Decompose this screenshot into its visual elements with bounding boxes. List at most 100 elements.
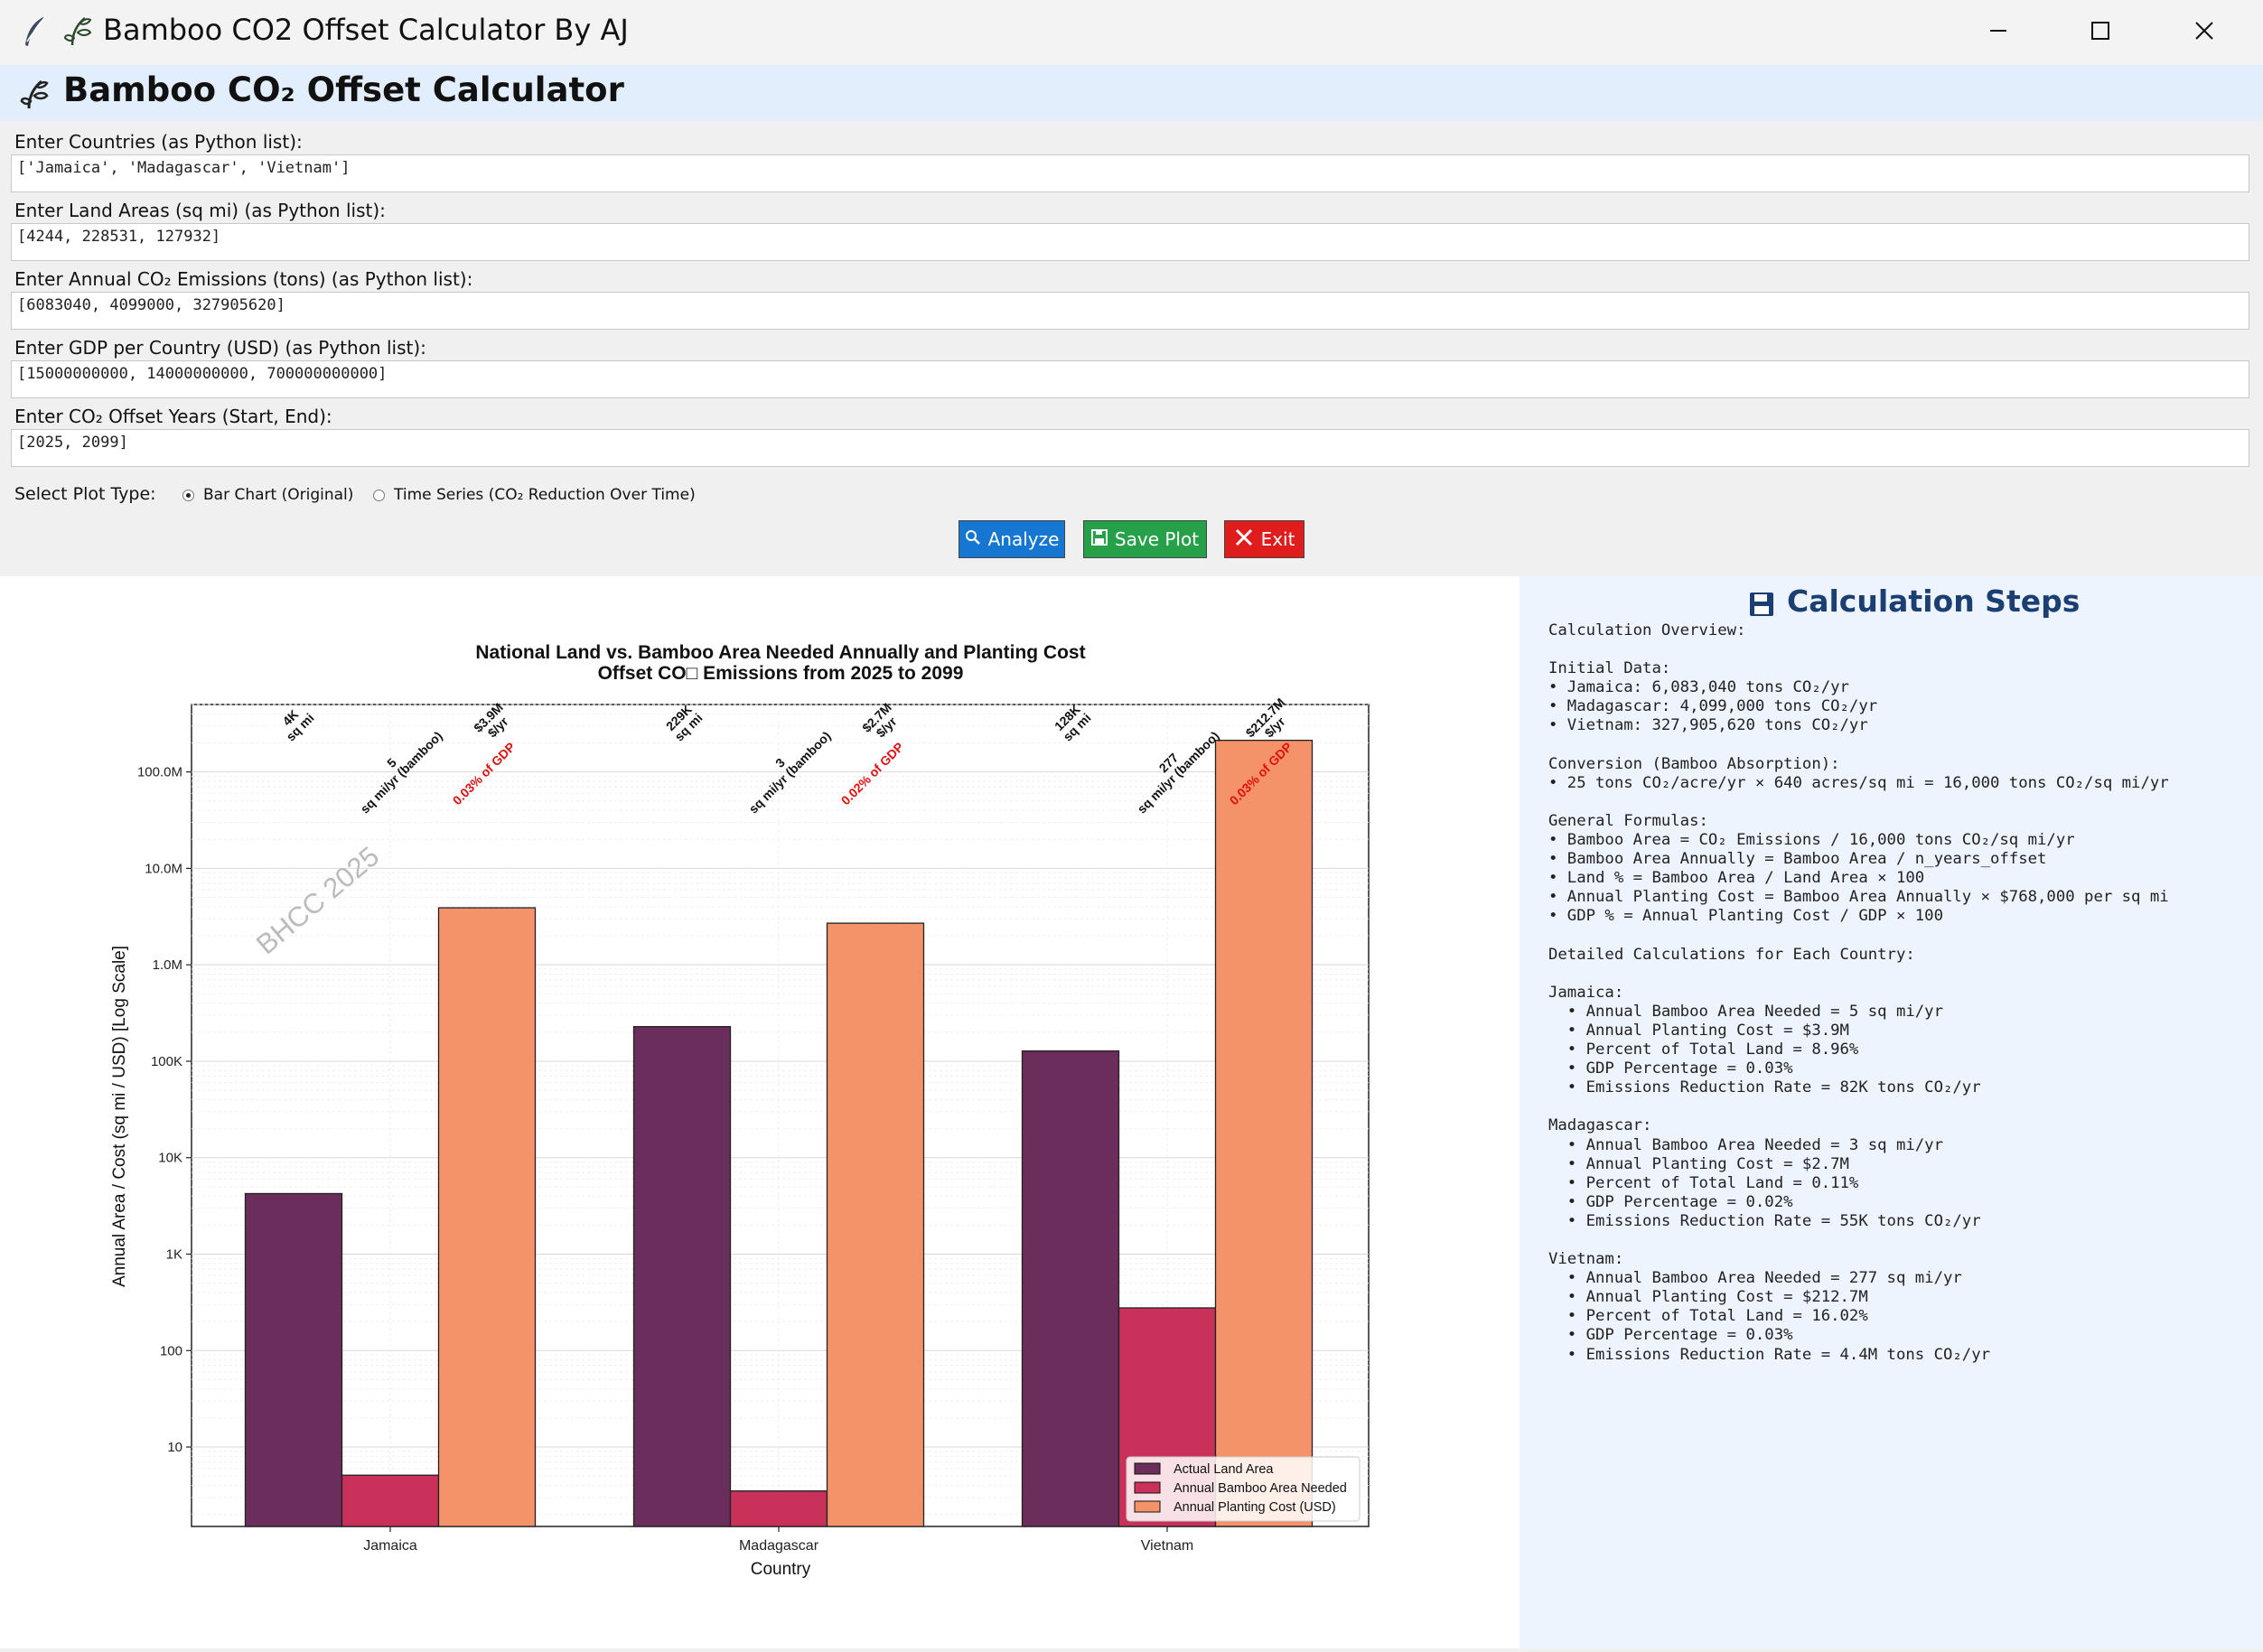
- steps-line: Vietnam:: [1548, 1250, 1624, 1269]
- steps-line: • Bamboo Area = CO₂ Emissions / 16,000 t…: [1548, 831, 2075, 850]
- steps-line: [1548, 640, 2169, 659]
- floppy-disk-icon: [1749, 592, 1774, 621]
- steps-line: • Emissions Reduction Rate = 82K tons CO…: [1548, 1078, 1981, 1097]
- steps-line: [1548, 736, 2169, 755]
- chart-title: National Land vs. Bamboo Area Needed Ann…: [475, 642, 1085, 663]
- steps-line: • GDP % = Annual Planting Cost / GDP × 1…: [1548, 907, 1943, 926]
- legend-swatch-land: [1134, 1462, 1161, 1475]
- steps-line: [1548, 1231, 2169, 1250]
- x-axis-label: Country: [751, 1560, 811, 1579]
- steps-line: [1548, 965, 2169, 984]
- bar-bamboo: [729, 1490, 828, 1527]
- bars-group: [244, 739, 1314, 1527]
- y-axis-label: Annual Area / Cost (sq mi / USD) [Log Sc…: [110, 946, 129, 1287]
- steps-line: • Percent of Total Land = 8.96%: [1548, 1041, 1859, 1059]
- plant-icon: [20, 78, 51, 114]
- steps-line: • Annual Bamboo Area Needed = 277 sq mi/…: [1548, 1269, 1962, 1288]
- steps-line: Madagascar:: [1548, 1116, 1652, 1135]
- y-tick-label: 10: [167, 1440, 182, 1455]
- legend-label-land: Actual Land Area: [1174, 1462, 1274, 1477]
- steps-line: • Land % = Bamboo Area / Land Area × 100: [1548, 869, 1925, 888]
- y-tick-label: 100K: [151, 1054, 182, 1069]
- steps-line: • Percent of Total Land = 16.02%: [1548, 1307, 1868, 1326]
- maximize-icon: [2090, 21, 2110, 44]
- bar-land: [632, 1025, 732, 1527]
- steps-line: • Annual Planting Cost = Bamboo Area Ann…: [1548, 888, 2169, 907]
- plant-icon: [63, 14, 94, 51]
- years-input[interactable]: [2025, 2099]: [11, 429, 2249, 467]
- analyze-label: Analyze: [987, 528, 1060, 550]
- bar-cost: [1214, 739, 1314, 1527]
- steps-line: • Annual Bamboo Area Needed = 5 sq mi/yr: [1548, 1002, 1943, 1021]
- x-tick-label: Madagascar: [739, 1538, 819, 1554]
- steps-line: • Jamaica: 6,083,040 tons CO₂/yr: [1548, 678, 1849, 697]
- bar-land: [244, 1192, 343, 1527]
- maximize-button[interactable]: [2051, 0, 2150, 65]
- magnifier-icon: [965, 528, 981, 550]
- y-tick-label: 10.0M: [145, 861, 182, 876]
- steps-line: Initial Data:: [1548, 659, 1671, 678]
- steps-line: • GDP Percentage = 0.03%: [1548, 1059, 1793, 1078]
- countries-input[interactable]: ['Jamaica', 'Madagascar', 'Vietnam']: [11, 154, 2249, 192]
- radio-unselected-icon: [373, 489, 385, 501]
- steps-line: • Vietnam: 327,905,620 tons CO₂/yr: [1548, 716, 1868, 735]
- countries-label: Enter Countries (as Python list):: [14, 131, 303, 153]
- steps-line: Calculation Overview:: [1548, 621, 1746, 639]
- bar-cost: [826, 922, 925, 1527]
- y-tick-label: 1.0M: [153, 957, 182, 973]
- years-label: Enter CO₂ Offset Years (Start, End):: [14, 406, 332, 427]
- y-tick-label: 10K: [158, 1151, 182, 1166]
- exit-button[interactable]: Exit: [1224, 520, 1304, 558]
- steps-line: [1548, 927, 2169, 946]
- land-areas-label: Enter Land Areas (sq mi) (as Python list…: [14, 200, 386, 221]
- steps-line: • GDP Percentage = 0.02%: [1548, 1192, 1793, 1211]
- emissions-input[interactable]: [6083040, 4099000, 327905620]: [11, 292, 2249, 330]
- bar-land: [1021, 1050, 1120, 1527]
- page-title: Bamboo CO₂ Offset Calculator: [63, 70, 624, 109]
- bar-chart: 10 100 1K 10K 100K 1.0M 10.0M 100.0M Jamaica Mad…: [110, 642, 1370, 1579]
- steps-line: Jamaica:: [1548, 983, 1624, 1002]
- minimize-icon: [1988, 21, 2008, 44]
- radio-selected-icon: [182, 489, 194, 501]
- plot-canvas: 10 100 1K 10K 100K 1.0M 10.0M 100.0M Jamaica Mad…: [0, 576, 1520, 1648]
- save-plot-label: Save Plot: [1114, 528, 1200, 550]
- calculation-steps-panel: Calculation Steps Calculation Overview: …: [1520, 576, 2263, 1648]
- exit-label: Exit: [1260, 528, 1295, 550]
- save-plot-button[interactable]: Save Plot: [1083, 520, 1207, 558]
- title-bar: Bamboo CO2 Offset Calculator By AJ: [0, 0, 2263, 66]
- legend-swatch-bamboo: [1134, 1481, 1161, 1494]
- minimize-button[interactable]: [1949, 0, 2048, 65]
- bar-bamboo: [341, 1474, 440, 1527]
- steps-line: • Annual Bamboo Area Needed = 3 sq mi/yr: [1548, 1135, 1943, 1154]
- app-header: Bamboo CO₂ Offset Calculator: [0, 65, 2263, 121]
- legend-label-bamboo: Annual Bamboo Area Needed: [1174, 1481, 1347, 1496]
- analyze-button[interactable]: Analyze: [959, 520, 1065, 558]
- steps-line: • GDP Percentage = 0.03%: [1548, 1326, 1793, 1345]
- x-tick-label: Vietnam: [1141, 1538, 1193, 1554]
- legend: Actual Land Area Annual Bamboo Area Need…: [1126, 1456, 1361, 1522]
- close-icon: [2193, 20, 2215, 45]
- y-tick-label: 100: [160, 1343, 182, 1358]
- steps-line: • Emissions Reduction Rate = 4.4M tons C…: [1548, 1345, 1990, 1364]
- radio-time-series[interactable]: Time Series (CO₂ Reduction Over Time): [373, 486, 696, 504]
- steps-line: • Emissions Reduction Rate = 55K tons CO…: [1548, 1211, 1981, 1230]
- radio-bar-chart-label: Bar Chart (Original): [203, 486, 354, 504]
- feather-icon: [22, 14, 49, 52]
- x-tick-label: Jamaica: [363, 1538, 417, 1554]
- radio-time-series-label: Time Series (CO₂ Reduction Over Time): [394, 486, 696, 504]
- x-ticks: Jamaica Madagascar Vietnam: [363, 1526, 1193, 1554]
- steps-line: General Formulas:: [1548, 811, 1708, 830]
- steps-line: Detailed Calculations for Each Country:: [1548, 945, 1915, 964]
- radio-bar-chart[interactable]: Bar Chart (Original): [182, 486, 353, 504]
- steps-line: [1548, 1097, 2169, 1116]
- legend-label-cost: Annual Planting Cost (USD): [1174, 1500, 1336, 1515]
- close-button[interactable]: [2155, 0, 2254, 65]
- gdp-input[interactable]: [15000000000, 14000000000, 700000000000]: [11, 360, 2249, 398]
- steps-line: • Annual Planting Cost = $3.9M: [1548, 1021, 1849, 1040]
- land-areas-input[interactable]: [4244, 228531, 127932]: [11, 223, 2249, 261]
- steps-line: • Annual Planting Cost = $212.7M: [1548, 1288, 1868, 1307]
- bar-cost: [437, 907, 537, 1527]
- window-title: Bamboo CO2 Offset Calculator By AJ: [103, 13, 629, 47]
- y-ticks: 10 100 1K 10K 100K 1.0M 10.0M 100.0M: [137, 765, 192, 1455]
- y-tick-label: 100.0M: [137, 765, 182, 780]
